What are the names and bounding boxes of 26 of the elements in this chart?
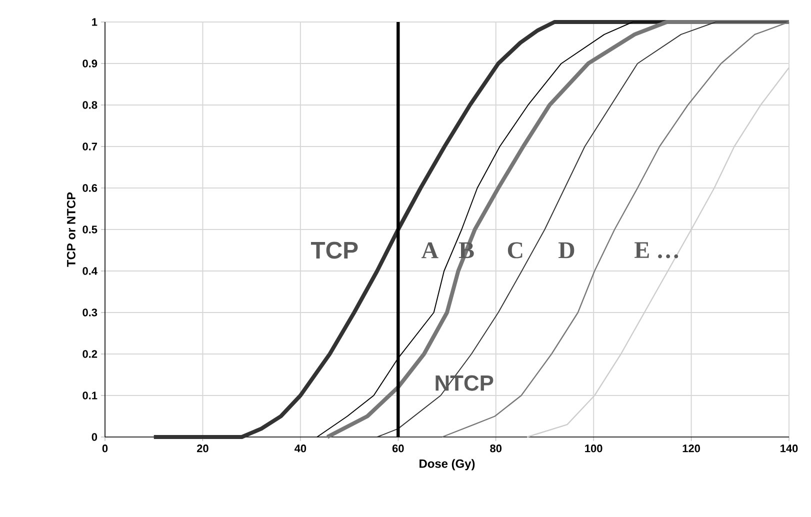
x-tick-label: 100 <box>585 444 602 452</box>
y-tick-label: 1 <box>92 18 98 26</box>
x-tick-label: 140 <box>780 444 798 452</box>
x-tick-label: 80 <box>490 444 502 452</box>
series-label: D <box>558 242 574 258</box>
y-tick-label: 0 <box>92 433 98 441</box>
y-tick-label: 0.6 <box>82 184 98 192</box>
series-label: C <box>508 242 522 258</box>
x-tick-label: 0 <box>102 444 108 452</box>
y-tick-label: 0.2 <box>82 350 98 358</box>
y-axis-title: TCP or NTCP <box>66 192 76 267</box>
y-tick-label: 0.8 <box>82 101 98 109</box>
series-label: TCP <box>310 242 358 259</box>
x-tick-label: 20 <box>196 444 208 452</box>
x-tick-label: 60 <box>392 444 404 452</box>
series-label: A <box>422 242 438 258</box>
x-tick-label: 40 <box>294 444 306 452</box>
x-tick-label: 120 <box>682 444 700 452</box>
y-tick-label: 0.5 <box>82 226 98 234</box>
series-label: E … <box>634 242 678 258</box>
y-tick-label: 0.7 <box>82 142 98 150</box>
y-tick-label: 0.3 <box>82 308 98 316</box>
y-tick-label: 0.4 <box>82 267 98 275</box>
x-axis-title: Dose (Gy) <box>420 459 475 470</box>
y-tick-label: 0.9 <box>82 60 98 68</box>
y-tick-label: 0.1 <box>82 392 98 400</box>
